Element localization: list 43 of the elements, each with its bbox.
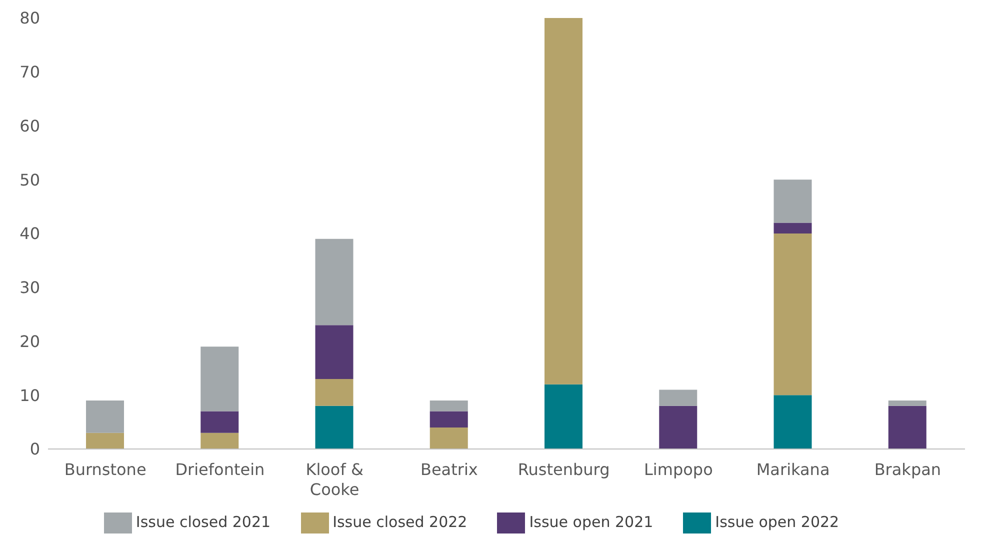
- legend-label: Issue closed 2022: [332, 513, 468, 532]
- bar: [659, 406, 698, 449]
- x-tick-label: Burnstone: [64, 460, 146, 479]
- bar: [659, 390, 698, 406]
- bar: [888, 406, 926, 449]
- y-tick-label: 10: [20, 386, 40, 405]
- bar: [774, 395, 812, 449]
- bar: [86, 432, 124, 449]
- bar: [774, 234, 812, 396]
- bar: [888, 400, 926, 406]
- bar: [774, 222, 812, 234]
- x-tick-label: Beatrix: [420, 460, 478, 479]
- bar: [200, 432, 239, 449]
- bar: [86, 400, 124, 433]
- bar: [315, 238, 354, 326]
- bar: [774, 180, 812, 223]
- bar: [200, 346, 239, 412]
- y-tick-label: 0: [30, 440, 40, 459]
- legend-label: Issue open 2022: [715, 513, 840, 532]
- y-tick-label: 70: [20, 62, 40, 82]
- legend-label: Issue open 2021: [529, 513, 654, 532]
- bar: [430, 411, 468, 428]
- y-tick-label: 80: [20, 8, 40, 28]
- x-tick-label: Brakpan: [874, 460, 942, 479]
- x-tick-label: Marikana: [756, 460, 830, 479]
- y-tick-label: 50: [20, 170, 40, 190]
- y-tick-label: 40: [20, 224, 40, 244]
- y-tick-label: 20: [20, 332, 40, 351]
- bar: [315, 378, 354, 406]
- bar: [430, 400, 468, 412]
- legend-label: Issue closed 2021: [136, 513, 271, 532]
- x-tick-label: Driefontein: [175, 460, 265, 479]
- y-tick-label: 60: [20, 116, 40, 136]
- bar: [430, 427, 468, 449]
- x-tick-label: Limpopo: [644, 460, 713, 479]
- bar: [544, 384, 582, 449]
- x-tick-label: Kloof & Cooke: [306, 460, 364, 499]
- x-tick-label: Rustenburg: [518, 460, 610, 479]
- y-tick-label: 30: [20, 278, 40, 298]
- bar: [200, 411, 239, 433]
- bar: [315, 406, 354, 449]
- bar: [315, 325, 354, 379]
- bar: [544, 18, 582, 384]
